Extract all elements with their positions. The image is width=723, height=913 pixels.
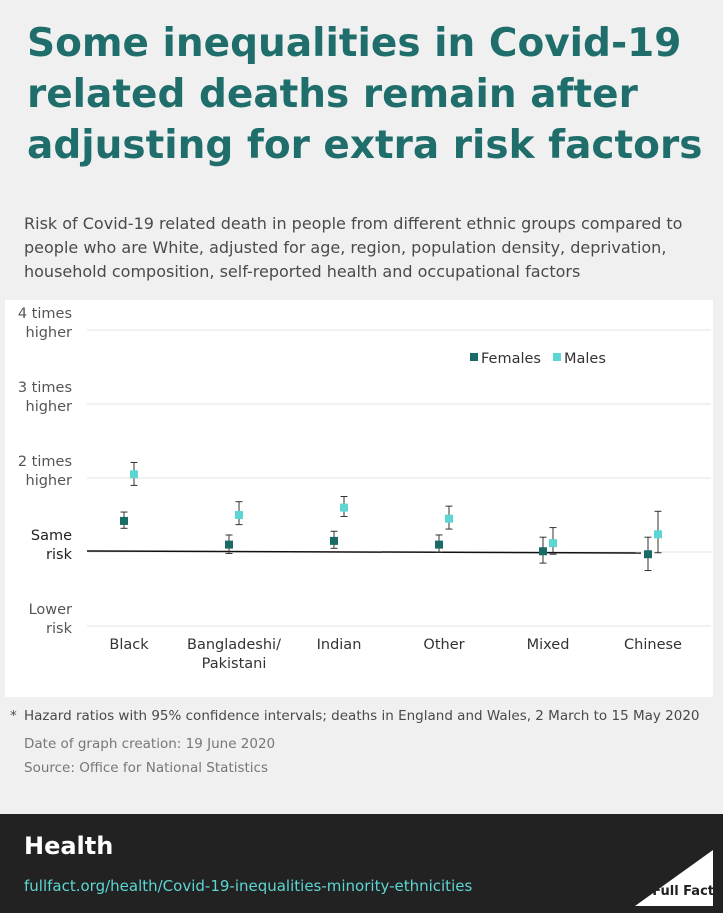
x-category-label: Black [109, 637, 149, 653]
x-category-label: Chinese [624, 637, 682, 653]
chart-notes: * Hazard ratios with 95% confidence inte… [10, 706, 700, 780]
y-tick-label: 4 times higher [18, 306, 72, 341]
chart-panel: Lower risk Same risk 2 times higher 3 times hig… [5, 300, 713, 697]
legend-label: Females [481, 351, 541, 367]
article-link[interactable]: fullfact.org/health/Covid-19-inequalitie… [24, 877, 473, 895]
legend-label: Males [564, 351, 606, 367]
page-subtitle: Risk of Covid-19 related death in people… [24, 214, 683, 281]
male-point [445, 514, 453, 523]
female-point [120, 516, 128, 525]
x-category-label: Mixed [527, 637, 570, 653]
x-category-label: Other [423, 637, 464, 653]
male-point [130, 470, 138, 479]
same-risk-line [86, 550, 642, 554]
female-point [435, 540, 443, 549]
footnote-text: Hazard ratios with 95% confidence interv… [24, 708, 700, 724]
logo-text: Full Fact [652, 884, 714, 899]
footer-bar: Health fullfact.org/health/Covid-19-ineq… [0, 814, 723, 913]
source-note: Source: Office for National Statistics [24, 760, 269, 776]
footnote-marker: * [10, 708, 17, 724]
chart-svg: Lower risk Same risk 2 times higher 3 times hig… [18, 306, 711, 672]
page-title: Some inequalities in Covid-19 related de… [27, 21, 703, 168]
full-fact-logo-icon [635, 850, 713, 906]
legend-swatch [553, 353, 561, 361]
female-point [330, 536, 338, 545]
female-point [225, 540, 233, 549]
legend-swatch [470, 353, 478, 361]
creation-date: Date of graph creation: 19 June 2020 [24, 736, 276, 752]
y-tick-label: Same risk [31, 528, 73, 563]
x-category-label: Indian [317, 637, 362, 653]
female-point [539, 547, 547, 556]
female-point [644, 550, 652, 559]
y-tick-label: Lower risk [29, 602, 73, 637]
male-point [654, 530, 662, 539]
y-tick-label: 2 times higher [18, 454, 72, 489]
x-category-label: Bangladeshi/Pakistani [187, 637, 281, 672]
section-label: Health [24, 832, 114, 860]
male-point [235, 511, 243, 519]
y-tick-label: 3 times higher [18, 380, 72, 415]
male-point [340, 503, 348, 512]
male-point [549, 539, 557, 548]
